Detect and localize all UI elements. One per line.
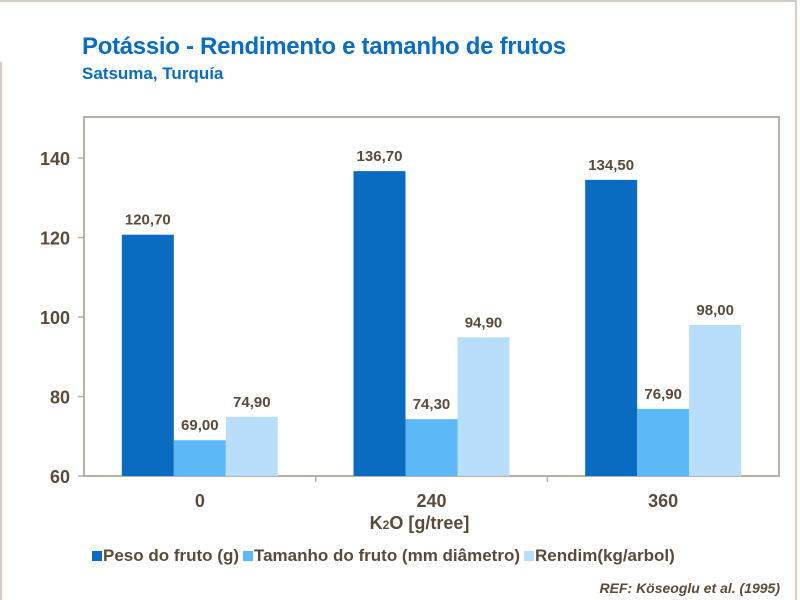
legend-swatch: [92, 551, 102, 561]
data-label: 76,90: [644, 386, 682, 403]
x-tick-label: 240: [416, 491, 446, 511]
chart-title: Potássio - Rendimento e tamanho de fruto…: [82, 33, 566, 60]
bar: [225, 416, 278, 476]
slide-frame-left: [0, 62, 2, 600]
bar: [121, 234, 174, 476]
bar: [457, 337, 510, 476]
data-label: 74,30: [413, 396, 451, 413]
data-label: 74,90: [233, 394, 271, 411]
bar: [689, 324, 742, 476]
data-label: 134,50: [588, 157, 634, 174]
legend-label: Tamanho do fruto (mm diâmetro): [253, 546, 520, 565]
bar: [405, 419, 458, 476]
data-label: 136,70: [357, 148, 403, 165]
bar: [585, 179, 638, 477]
legend-item: Peso do fruto (g): [92, 546, 239, 566]
bar: [637, 408, 690, 476]
reference: REF: Köseoglu et al. (1995): [599, 580, 780, 596]
x-axis-label: K2O [g/tree]: [370, 513, 470, 533]
y-tick-label: 60: [50, 467, 70, 487]
x-tick-label: 0: [195, 491, 205, 511]
y-tick-label: 100: [40, 308, 70, 328]
bar: [353, 171, 406, 476]
data-label: 94,90: [465, 314, 503, 331]
legend-item: Rendim(kg/arbol): [524, 546, 675, 566]
legend-label: Rendim(kg/arbol): [535, 546, 675, 565]
legend-swatch: [242, 551, 253, 561]
data-label: 69,00: [181, 417, 219, 434]
legend-swatch: [524, 551, 534, 561]
data-label: 98,00: [696, 302, 734, 319]
y-tick-label: 120: [40, 229, 70, 249]
chart-subtitle: Satsuma, Turquía: [82, 64, 224, 83]
y-tick-label: 140: [40, 149, 70, 169]
legend: Peso do fruto (g) Tamanho do fruto (mm di…: [92, 546, 675, 566]
legend-label: Peso do fruto (g): [103, 546, 239, 565]
data-label: 120,70: [125, 212, 171, 229]
bar: [173, 440, 226, 476]
y-tick-label: 80: [50, 388, 70, 408]
x-tick-label: 360: [648, 491, 678, 511]
legend-item: Tamanho do fruto (mm diâmetro): [242, 546, 520, 566]
